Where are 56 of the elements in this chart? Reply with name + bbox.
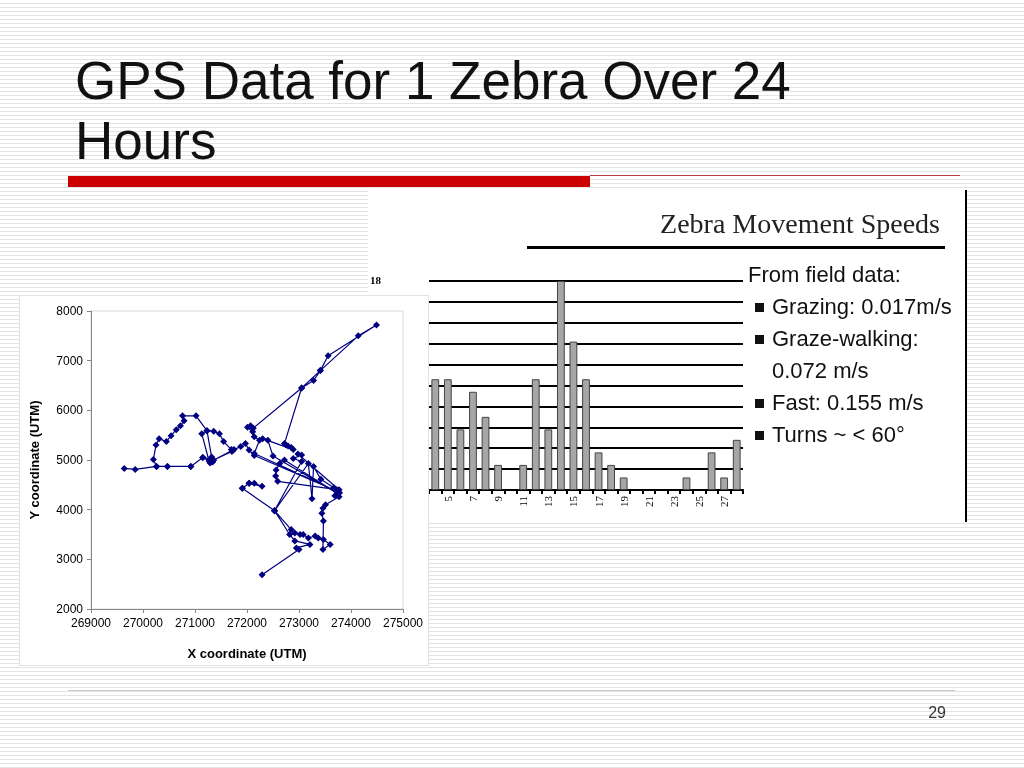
x-tick-label: 9: [492, 495, 505, 502]
text: Zebra Movement Speeds: [660, 207, 940, 239]
bar: [469, 391, 477, 490]
bar: [720, 477, 729, 490]
text: From field data:: [748, 261, 902, 289]
x-tick-label: 269000: [70, 616, 112, 630]
x-tick-label: 11: [517, 496, 530, 507]
text: 29: [928, 704, 946, 722]
x-tick-label: 15: [567, 495, 580, 507]
x-tick-label: 272000: [226, 616, 268, 630]
y-axis-title: Y coordinate (UTM): [27, 400, 42, 520]
bar: [456, 429, 465, 490]
bar: [569, 341, 578, 490]
x-tick-label: 5: [441, 495, 454, 502]
y-tick-label: 8000: [56, 304, 84, 318]
x-tick-label: 23: [667, 495, 680, 507]
x-tick-label: 270000: [122, 616, 164, 630]
x-tick-label: 271000: [174, 616, 216, 630]
y-tick-label: 2000: [56, 602, 84, 616]
bar: [494, 464, 502, 490]
bar: [582, 379, 590, 490]
x-tick-label: 17: [592, 495, 605, 507]
x-tick-label: 27: [718, 495, 731, 507]
x-axis-title: X coordinate (UTM): [187, 646, 307, 661]
y-tick-label: 4000: [56, 502, 84, 517]
bar: [431, 379, 440, 490]
bar: [531, 379, 540, 490]
bar: [682, 477, 691, 490]
text: Turns ~ < 60°: [771, 421, 906, 449]
bar: [481, 416, 490, 490]
x-tick-label: 7: [466, 495, 479, 502]
bar: [556, 281, 565, 490]
y-tick-label: 6000: [56, 403, 84, 418]
bar: [594, 452, 603, 490]
x-tick-label: 21: [642, 496, 655, 507]
bar: [732, 439, 741, 490]
text: Graze-walking: 0.072 m/s: [771, 325, 920, 385]
bar: [519, 464, 528, 490]
bar: [443, 379, 452, 490]
text: Fast: 0.155 m/s: [771, 389, 925, 417]
y-tick-label: 7000: [56, 353, 84, 368]
x-tick-label: 25: [693, 495, 706, 507]
bar: [619, 477, 628, 490]
bar: [607, 464, 616, 490]
x-tick-label: 275000: [382, 616, 424, 630]
chart-title: GPS Data for 1 Zebra Over 24 Hours: [75, 51, 792, 171]
bar: [707, 452, 716, 490]
text: Grazing: 0.017m/s: [771, 293, 953, 321]
y-tick-label: 5000: [56, 453, 84, 467]
bar: [544, 429, 553, 490]
x-tick-label: 274000: [330, 616, 372, 630]
x-tick-label: 273000: [278, 616, 320, 630]
y-tick-label: 3000: [56, 552, 84, 567]
text: 18: [370, 273, 382, 286]
x-tick-label: 19: [617, 495, 630, 507]
x-tick-label: 13: [542, 495, 555, 507]
